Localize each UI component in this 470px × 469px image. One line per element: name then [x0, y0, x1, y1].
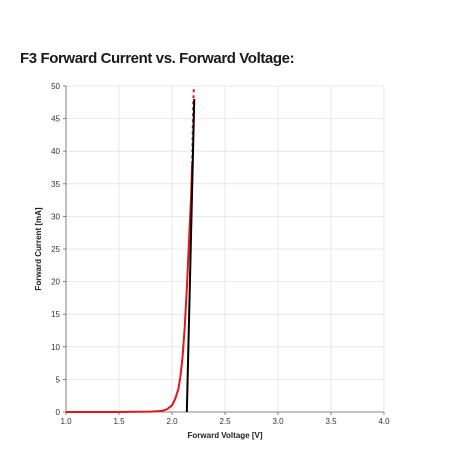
y-axis-label: Forward Current [mA] [34, 207, 43, 290]
y-tick-label: 45 [51, 115, 60, 124]
y-tick-label: 0 [56, 408, 61, 417]
x-tick-label: 3.5 [325, 417, 337, 426]
y-tick-label: 50 [51, 82, 60, 91]
x-tick-label: 4.0 [378, 417, 390, 426]
page-title: F3 Forward Current vs. Forward Voltage: [20, 50, 295, 67]
x-tick-label: 1.0 [60, 417, 72, 426]
y-tick-label: 5 [56, 375, 61, 384]
y-tick-label: 40 [51, 147, 60, 156]
y-tick-label: 35 [51, 180, 60, 189]
axes: 1.0 1.5 2.0 2.5 3.0 3.5 4.0 0 5 10 15 20 25 30 35 40 45 5… [51, 82, 390, 426]
x-tick-label: 3.0 [272, 417, 284, 426]
axis-labels: Forward Voltage [V] Forward Current [mA] [34, 207, 263, 440]
grid [65, 85, 385, 413]
y-tick-label: 10 [51, 343, 60, 352]
y-tick-label: 30 [51, 212, 60, 221]
fit-line [185, 99, 196, 413]
x-axis-label: Forward Voltage [V] [188, 431, 263, 440]
series [66, 87, 196, 413]
y-tick-label: 20 [51, 278, 60, 287]
x-tick-label: 1.5 [113, 417, 125, 426]
measured-curve [66, 164, 194, 413]
x-tick-label: 2.5 [219, 417, 231, 426]
x-tick-label: 2.0 [166, 417, 178, 426]
y-tick-label: 15 [51, 310, 60, 319]
y-tick-label: 25 [51, 245, 60, 254]
